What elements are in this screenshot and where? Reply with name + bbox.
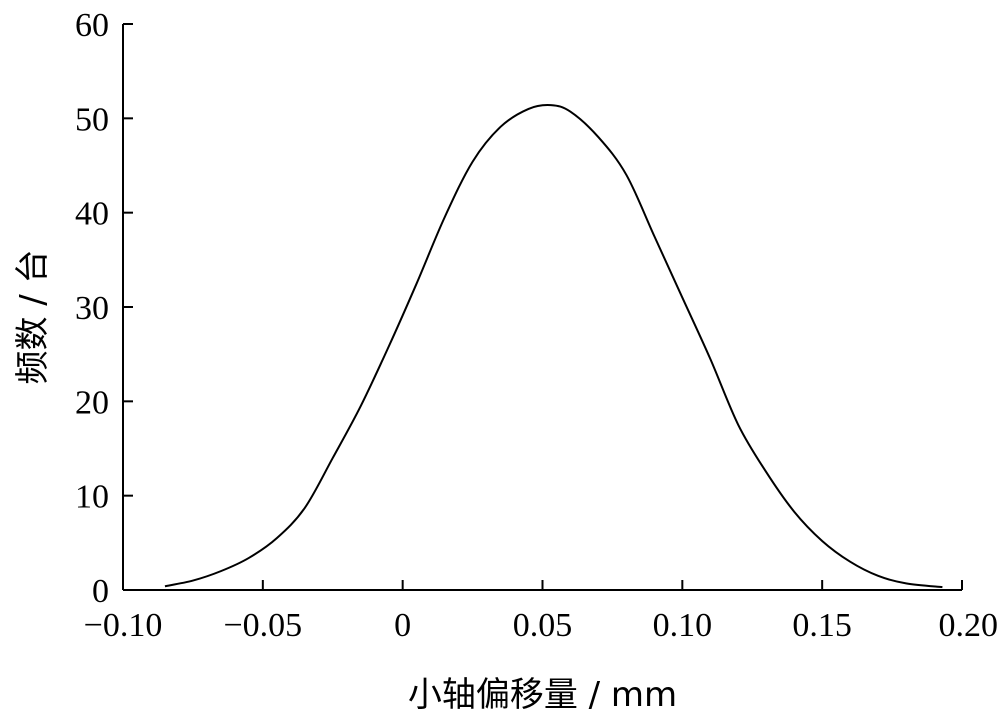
y-tick-label: 50 [75,101,109,138]
y-tick-label: 60 [75,7,109,44]
x-tick-label: 0.10 [653,607,713,644]
x-tick-label: −0.05 [223,607,302,644]
x-tick-label: 0.05 [513,607,573,644]
y-axis: 0 10 20 30 40 50 60 [75,7,133,610]
y-tick-label: 20 [75,384,109,421]
x-axis: −0.10 −0.05 0 0.05 0.10 0.15 0.20 [84,580,998,644]
y-tick-label: 0 [92,573,109,610]
y-tick-label: 10 [75,479,109,516]
x-tick-label: −0.10 [84,607,163,644]
y-axis-title: 频数 / 台 [13,249,53,384]
x-tick-label: 0.15 [792,607,852,644]
series [164,104,943,589]
x-axis-title: 小轴偏移量 / mm [408,675,677,715]
y-tick-label: 30 [75,290,109,327]
x-tick-label: 0.20 [939,607,999,644]
y-tick-label: 40 [75,196,109,233]
frequency-curve [164,104,943,589]
x-tick-label: 0 [394,607,411,644]
